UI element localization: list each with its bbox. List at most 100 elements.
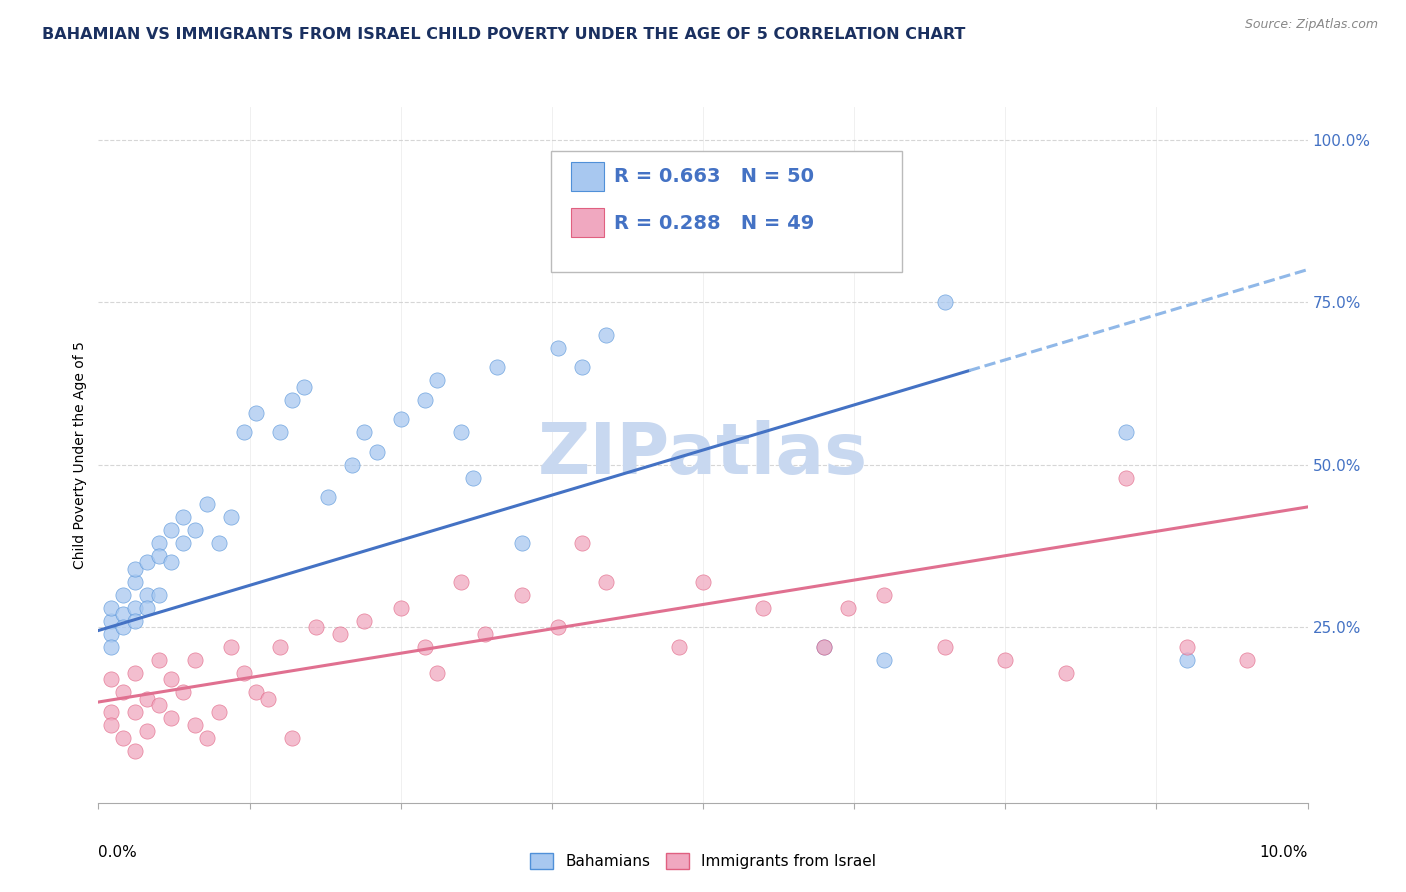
Point bbox=[111, 620, 134, 634]
Point bbox=[221, 640, 243, 654]
Point bbox=[510, 535, 533, 549]
Point bbox=[305, 620, 328, 634]
Point bbox=[413, 640, 436, 654]
Point bbox=[450, 574, 472, 589]
Point bbox=[571, 360, 593, 375]
Point bbox=[221, 509, 243, 524]
Point bbox=[994, 653, 1017, 667]
Point bbox=[184, 653, 207, 667]
Point bbox=[281, 731, 304, 745]
Point bbox=[100, 600, 122, 615]
Point bbox=[389, 412, 412, 426]
Point bbox=[510, 588, 533, 602]
Point bbox=[342, 458, 364, 472]
Point bbox=[100, 640, 122, 654]
Point bbox=[547, 341, 569, 355]
Point bbox=[329, 626, 352, 640]
Point bbox=[100, 705, 122, 719]
Point bbox=[1175, 653, 1198, 667]
Point bbox=[934, 640, 956, 654]
Point bbox=[1115, 425, 1137, 439]
Point bbox=[813, 640, 835, 654]
Text: 10.0%: 10.0% bbox=[1260, 845, 1308, 860]
Point bbox=[245, 406, 267, 420]
Point bbox=[474, 626, 496, 640]
Point bbox=[148, 535, 170, 549]
Point bbox=[1054, 665, 1077, 680]
Point bbox=[316, 490, 339, 504]
Point bbox=[353, 614, 375, 628]
Point bbox=[111, 685, 134, 699]
Point bbox=[148, 698, 170, 713]
Point bbox=[195, 497, 218, 511]
Point bbox=[160, 672, 183, 686]
Point bbox=[160, 555, 183, 569]
Point bbox=[172, 535, 194, 549]
Point bbox=[366, 444, 388, 458]
Point bbox=[426, 665, 449, 680]
Point bbox=[135, 724, 157, 739]
Point bbox=[1175, 640, 1198, 654]
Point bbox=[124, 614, 146, 628]
Point bbox=[934, 295, 956, 310]
Point bbox=[232, 425, 254, 439]
Point bbox=[752, 600, 775, 615]
Text: R = 0.663   N = 50: R = 0.663 N = 50 bbox=[614, 168, 814, 186]
Point bbox=[148, 653, 170, 667]
Point bbox=[389, 600, 412, 615]
Point bbox=[547, 620, 569, 634]
Point bbox=[281, 392, 304, 407]
Point bbox=[269, 425, 291, 439]
Point bbox=[1236, 653, 1258, 667]
Point bbox=[837, 600, 859, 615]
Point bbox=[135, 588, 157, 602]
Point bbox=[595, 574, 617, 589]
Point bbox=[100, 614, 122, 628]
Point bbox=[813, 640, 835, 654]
Y-axis label: Child Poverty Under the Age of 5: Child Poverty Under the Age of 5 bbox=[73, 341, 87, 569]
Point bbox=[160, 523, 183, 537]
Point bbox=[269, 640, 291, 654]
Point bbox=[353, 425, 375, 439]
Point bbox=[450, 425, 472, 439]
Point bbox=[124, 705, 146, 719]
Point bbox=[413, 392, 436, 407]
Point bbox=[668, 640, 690, 654]
Point bbox=[571, 535, 593, 549]
Text: R = 0.288   N = 49: R = 0.288 N = 49 bbox=[614, 214, 814, 233]
Point bbox=[124, 744, 146, 758]
Point bbox=[100, 672, 122, 686]
Point bbox=[208, 705, 231, 719]
Text: ZIPatlas: ZIPatlas bbox=[538, 420, 868, 490]
Point bbox=[172, 685, 194, 699]
Point bbox=[595, 327, 617, 342]
Point bbox=[148, 588, 170, 602]
Point bbox=[172, 509, 194, 524]
Point bbox=[160, 711, 183, 725]
Point bbox=[148, 549, 170, 563]
Point bbox=[124, 665, 146, 680]
Point bbox=[692, 574, 714, 589]
Point bbox=[124, 574, 146, 589]
Point bbox=[135, 600, 157, 615]
Point bbox=[111, 731, 134, 745]
Point bbox=[292, 379, 315, 393]
Point bbox=[245, 685, 267, 699]
Point bbox=[1115, 471, 1137, 485]
Point bbox=[135, 555, 157, 569]
Point bbox=[463, 471, 485, 485]
Point bbox=[111, 588, 134, 602]
Point bbox=[208, 535, 231, 549]
Point bbox=[426, 373, 449, 387]
Point bbox=[486, 360, 509, 375]
Legend: Bahamians, Immigrants from Israel: Bahamians, Immigrants from Israel bbox=[524, 847, 882, 875]
Point bbox=[655, 211, 678, 225]
Point bbox=[111, 607, 134, 622]
Point bbox=[124, 562, 146, 576]
Text: Source: ZipAtlas.com: Source: ZipAtlas.com bbox=[1244, 18, 1378, 31]
Point bbox=[232, 665, 254, 680]
Point bbox=[135, 691, 157, 706]
Point bbox=[873, 653, 896, 667]
Text: 0.0%: 0.0% bbox=[98, 845, 138, 860]
Point bbox=[184, 718, 207, 732]
